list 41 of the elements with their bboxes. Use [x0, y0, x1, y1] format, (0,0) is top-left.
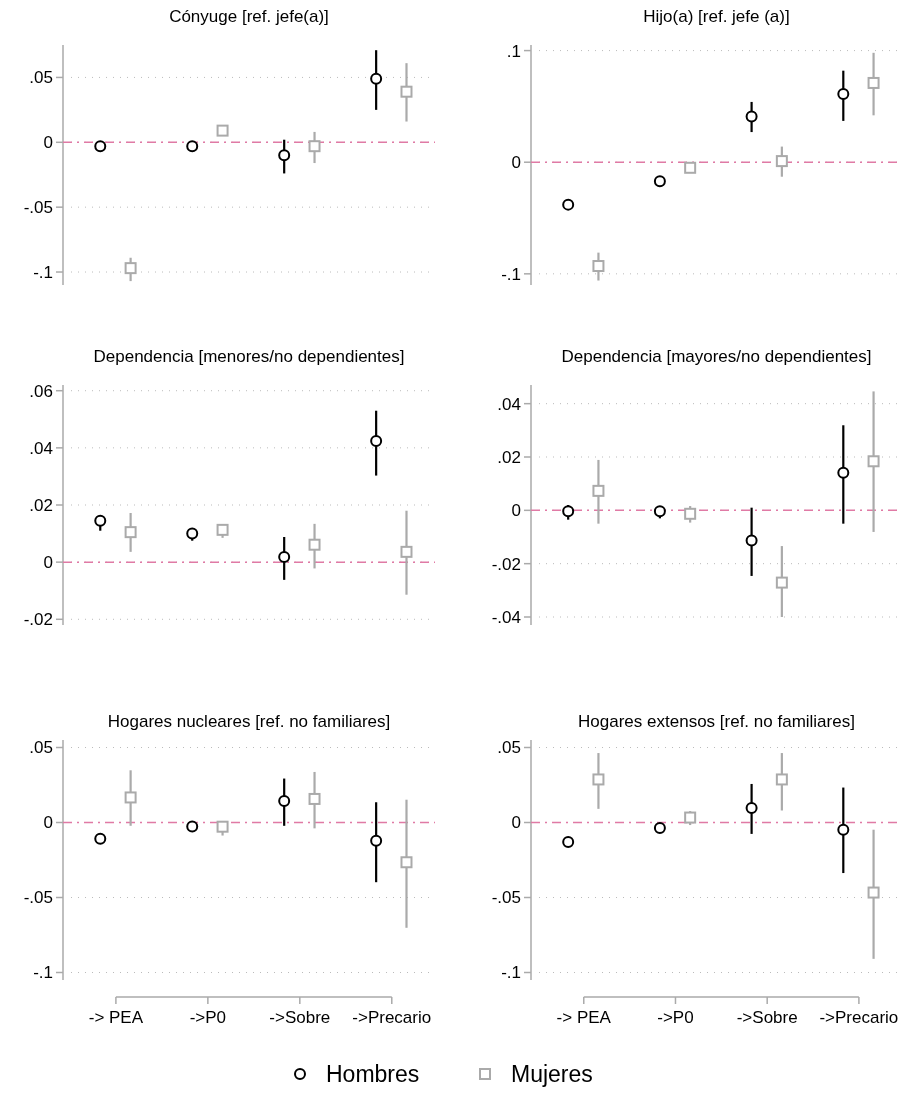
chart-title: Hogares extensos [ref. no familiares] [578, 712, 855, 731]
x-tick-label: ->Precario [819, 1008, 899, 1027]
y-tick-label: -.05 [23, 198, 53, 218]
x-tick-label: ->P0 [189, 1008, 227, 1027]
y-tick-label: -.1 [501, 963, 521, 983]
y-tick-label: -.1 [33, 963, 53, 983]
y-tick-label: .05 [29, 68, 53, 88]
y-tick-label: .06 [29, 381, 53, 401]
y-tick-label: 0 [511, 813, 521, 833]
y-tick-label: .05 [29, 738, 53, 758]
y-tick-label: -.04 [491, 607, 521, 627]
y-tick-label: .05 [497, 738, 521, 758]
y-tick-label: -.1 [501, 264, 521, 284]
y-tick-label: -.1 [33, 262, 53, 282]
chart-title: Dependencia [mayores/no dependientes] [561, 347, 872, 366]
x-tick-label: ->Sobre [736, 1008, 798, 1027]
y-tick-label: 0 [43, 553, 53, 573]
y-tick-label: .1 [506, 41, 521, 61]
legend-label: Mujeres [511, 1061, 593, 1088]
x-tick-label: -> PEA [556, 1008, 612, 1027]
legend-label: Hombres [326, 1061, 420, 1088]
y-tick-label: .04 [497, 394, 521, 414]
y-tick-label: .04 [29, 438, 53, 458]
y-tick-label: 0 [511, 501, 521, 521]
y-tick-label: -.05 [491, 888, 521, 908]
y-tick-label: .02 [29, 495, 53, 515]
chart-title: Hogares nucleares [ref. no familiares] [107, 712, 391, 731]
x-tick-label: ->Sobre [269, 1008, 331, 1027]
y-tick-label: .02 [497, 447, 521, 467]
x-tick-label: -> PEA [88, 1008, 144, 1027]
y-tick-label: 0 [43, 133, 53, 153]
y-tick-label: 0 [511, 153, 521, 173]
chart-title: Dependencia [menores/no dependientes] [93, 347, 405, 366]
chart-title: Cónyuge [ref. jefe(a)] [169, 7, 329, 26]
y-tick-label: 0 [43, 813, 53, 833]
x-tick-label: ->P0 [657, 1008, 694, 1027]
y-tick-label: -.02 [23, 610, 53, 630]
chart-title: Hijo(a) [ref. jefe (a)] [643, 7, 790, 26]
y-tick-label: -.02 [491, 554, 521, 574]
x-tick-label: ->Precario [352, 1008, 432, 1027]
y-tick-label: -.05 [23, 888, 53, 908]
